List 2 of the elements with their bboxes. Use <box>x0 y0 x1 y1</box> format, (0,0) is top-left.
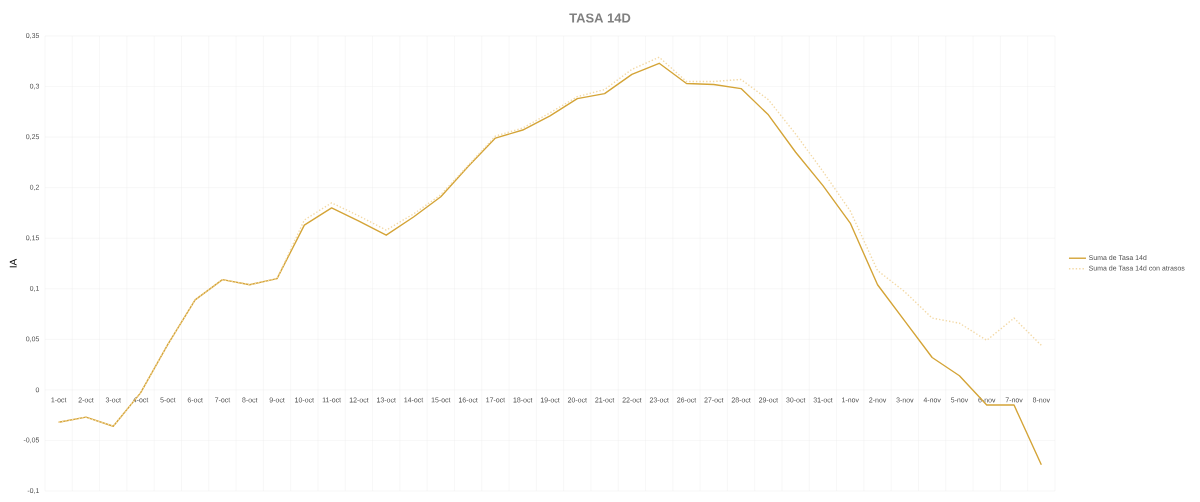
chart-title: TASA 14D <box>569 13 631 23</box>
y-axis-title: IA <box>9 258 17 268</box>
